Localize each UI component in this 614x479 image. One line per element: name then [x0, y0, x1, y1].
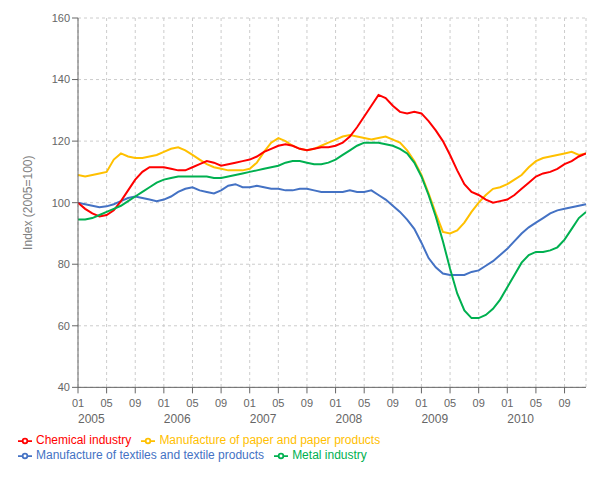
- svg-text:05: 05: [186, 397, 198, 409]
- svg-text:05: 05: [272, 397, 284, 409]
- svg-text:01: 01: [244, 397, 256, 409]
- svg-text:100: 100: [52, 197, 70, 209]
- svg-text:01: 01: [329, 397, 341, 409]
- svg-text:01: 01: [158, 397, 170, 409]
- html-text:Manufacture of textiles and te: Manufacture of textiles and textile prod…: [36, 448, 265, 463]
- svg-text:2006: 2006: [164, 412, 191, 426]
- svg-text:160: 160: [52, 12, 70, 24]
- svg-text:01: 01: [72, 397, 84, 409]
- svg-text:09: 09: [558, 397, 570, 409]
- svg-text:2010: 2010: [507, 412, 534, 426]
- html-text:Manufacture of paper and paper: Manufacture of paper and paper products: [159, 433, 381, 448]
- html-text:Metal industry: Metal industry: [292, 448, 367, 463]
- svg-text:Index (2005=100): Index (2005=100): [21, 155, 35, 249]
- svg-text:09: 09: [301, 397, 313, 409]
- svg-text:2009: 2009: [421, 412, 448, 426]
- svg-text:09: 09: [387, 397, 399, 409]
- svg-text:01: 01: [415, 397, 427, 409]
- svg-text:05: 05: [530, 397, 542, 409]
- svg-text:09: 09: [215, 397, 227, 409]
- svg-text:2005: 2005: [78, 412, 105, 426]
- svg-text:05: 05: [100, 397, 112, 409]
- svg-text:140: 140: [52, 73, 70, 85]
- html-text:Chemical industry: Chemical industry: [36, 433, 132, 448]
- svg-text:05: 05: [444, 397, 456, 409]
- svg-text:2008: 2008: [336, 412, 363, 426]
- svg-text:09: 09: [473, 397, 485, 409]
- svg-text:01: 01: [501, 397, 513, 409]
- svg-text:2007: 2007: [250, 412, 277, 426]
- svg-text:05: 05: [358, 397, 370, 409]
- svg-text:120: 120: [52, 135, 70, 147]
- svg-text:60: 60: [58, 320, 70, 332]
- svg-text:80: 80: [58, 258, 70, 270]
- svg-text:09: 09: [129, 397, 141, 409]
- svg-text:40: 40: [58, 381, 70, 393]
